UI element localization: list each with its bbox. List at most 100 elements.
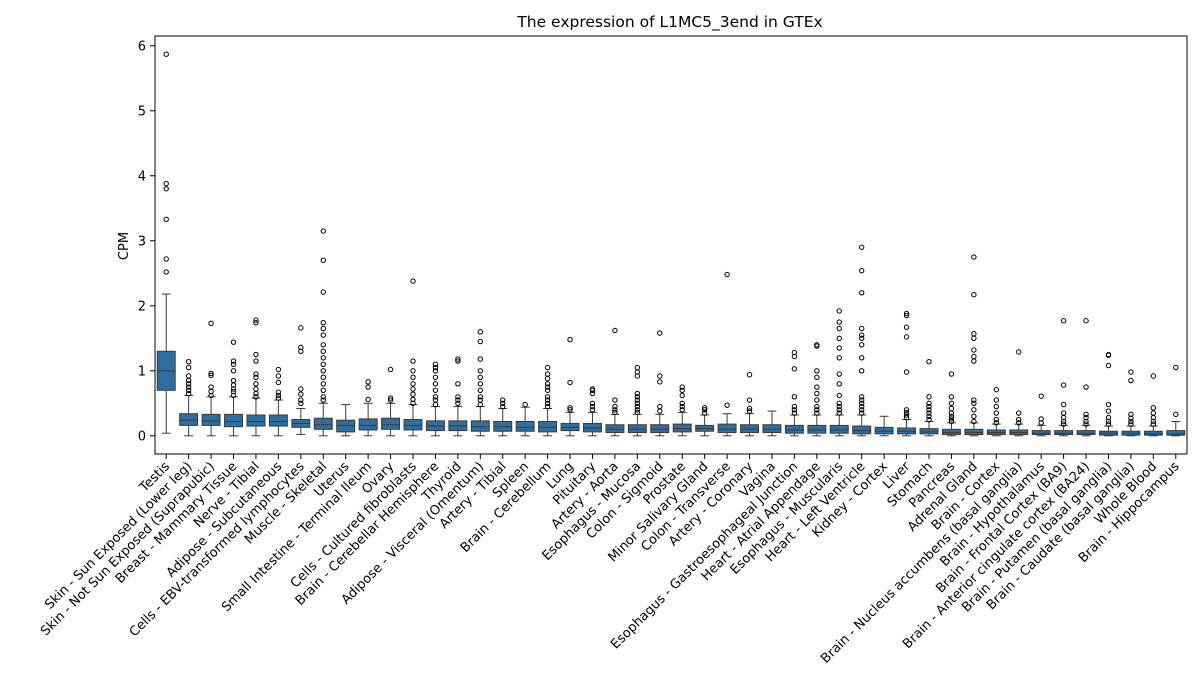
outlier-point	[791, 394, 798, 400]
outlier-point	[1016, 349, 1022, 355]
box-group	[1143, 373, 1163, 437]
outlier-point	[432, 368, 439, 374]
outlier-point	[253, 386, 259, 392]
outlier-point	[544, 371, 551, 377]
outlier-point	[858, 397, 865, 403]
outlier-point	[903, 407, 910, 413]
box-group	[224, 339, 243, 437]
box-group	[1009, 349, 1029, 437]
box-body	[650, 424, 670, 434]
outlier-point	[679, 387, 685, 393]
outlier-point	[657, 373, 663, 379]
box-group	[403, 278, 423, 437]
outlier-point	[971, 335, 977, 341]
outlier-point	[926, 400, 932, 406]
outlier-point	[701, 410, 708, 416]
outlier-point	[544, 403, 551, 410]
outlier-point	[275, 395, 282, 401]
outlier-point	[1016, 416, 1022, 423]
outlier-point	[971, 254, 977, 260]
outlier-point	[320, 332, 326, 338]
outlier-point	[1128, 369, 1134, 375]
box-group	[336, 404, 356, 437]
outlier-point	[185, 364, 192, 371]
outlier-point	[1173, 411, 1179, 418]
outlier-point	[836, 325, 842, 332]
outlier-point	[858, 403, 865, 410]
outlier-point	[858, 342, 865, 348]
outlier-point	[163, 256, 169, 262]
outlier-point	[320, 374, 326, 380]
outlier-point	[253, 358, 259, 364]
outlier-point	[1128, 411, 1134, 418]
outlier-point	[163, 186, 169, 192]
outlier-point	[185, 373, 192, 379]
outlier-point	[926, 358, 932, 365]
box-body	[358, 418, 378, 431]
outlier-point	[163, 51, 169, 57]
outlier-point	[455, 400, 461, 406]
outlier-point	[612, 409, 618, 416]
outlier-point	[791, 366, 798, 372]
box-group	[672, 384, 692, 437]
box-group	[1099, 351, 1118, 437]
outlier-point	[679, 407, 685, 413]
box-body	[470, 420, 490, 432]
box-group	[1031, 393, 1051, 437]
outlier-point	[163, 216, 169, 223]
outlier-point	[926, 407, 932, 413]
outlier-point	[971, 358, 977, 364]
box-group	[762, 410, 782, 437]
outlier-point	[858, 290, 865, 296]
outlier-point	[185, 387, 192, 393]
outlier-point	[724, 271, 730, 278]
outlier-point	[477, 387, 484, 393]
outlier-point	[858, 244, 865, 250]
box-body	[874, 426, 894, 435]
outlier-point	[589, 386, 596, 392]
box-body	[179, 413, 199, 426]
box-body	[1076, 430, 1096, 435]
outlier-point	[477, 394, 484, 400]
box-group	[1054, 318, 1074, 437]
outlier-point	[948, 416, 955, 422]
outlier-point	[544, 375, 551, 382]
outlier-point	[253, 371, 259, 377]
box-series	[156, 51, 1186, 437]
outlier-point	[208, 370, 214, 377]
outlier-point	[971, 331, 977, 337]
outlier-point	[1105, 421, 1112, 427]
outlier-point	[1150, 405, 1157, 411]
outlier-point	[1150, 373, 1157, 379]
outlier-point	[477, 356, 484, 362]
outlier-point	[903, 412, 910, 418]
outlier-point	[836, 407, 842, 413]
outlier-point	[634, 364, 641, 371]
box-group	[515, 401, 535, 437]
box-group	[425, 361, 445, 437]
box-body	[336, 419, 356, 433]
outlier-point	[1150, 410, 1157, 416]
outlier-point	[1016, 420, 1022, 426]
y-tick-label: 5	[138, 104, 146, 119]
box-group	[156, 51, 176, 434]
outlier-point	[836, 392, 842, 399]
outlier-point	[634, 403, 641, 410]
box-group	[560, 336, 580, 437]
outlier-point	[814, 407, 820, 413]
outlier-point	[544, 384, 551, 390]
outlier-point	[836, 371, 842, 377]
y-tick-label: 4	[138, 169, 146, 184]
outlier-point	[522, 401, 528, 408]
outlier-point	[926, 394, 932, 400]
outlier-point	[320, 355, 326, 361]
box-body	[807, 424, 827, 434]
outlier-point	[903, 324, 910, 330]
outlier-point	[948, 413, 955, 419]
outlier-point	[926, 416, 932, 423]
box-group	[650, 330, 670, 437]
box-body	[762, 424, 782, 434]
outlier-point	[724, 402, 730, 408]
outlier-point	[634, 397, 641, 403]
outlier-point	[298, 325, 304, 331]
